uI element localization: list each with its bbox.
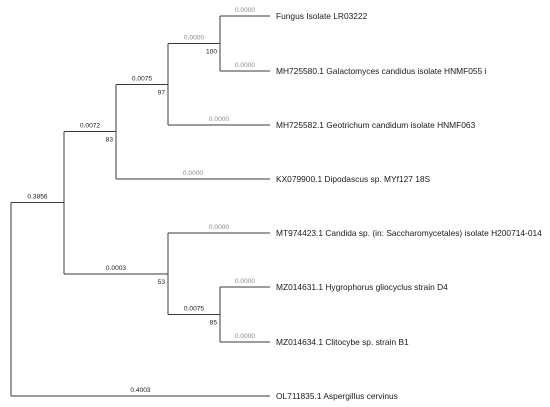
branch-length-t7: 0.0000 bbox=[235, 333, 256, 340]
bootstrap-n_t1t2: 100 bbox=[206, 49, 217, 56]
taxon-label-t2: MH725580.1 Galactomyces candidus isolate… bbox=[276, 66, 487, 76]
bootstrap-n_t1t3: 97 bbox=[158, 89, 166, 96]
branch-length-t3: 0.0000 bbox=[209, 116, 230, 123]
taxon-label-t3: MH725582.1 Geotrichum candidum isolate H… bbox=[276, 120, 476, 130]
taxon-label-t1: Fungus Isolate LR03222 bbox=[276, 11, 368, 21]
branch-length-t2: 0.0000 bbox=[235, 62, 256, 69]
taxon-label-t7: MZ014634.1 Clitocybe sp. strain B1 bbox=[276, 337, 409, 347]
branch-length-n_t1t4: 0.0072 bbox=[80, 123, 101, 130]
branch-length-n_t6t7: 0.0075 bbox=[184, 306, 205, 313]
branch-length-t4: 0.0000 bbox=[183, 170, 204, 177]
branch-length-n_t1t2: 0.0000 bbox=[184, 35, 205, 42]
branch-length-n_t1t3: 0.0075 bbox=[132, 75, 153, 82]
taxon-label-t4: KX079900.1 Dipodascus sp. MYf127 18S bbox=[276, 174, 431, 184]
branch-length-t5: 0.0000 bbox=[209, 224, 230, 231]
branch-length-t6: 0.0000 bbox=[235, 278, 256, 285]
taxon-label-t8: OL711835.1 Aspergillus cervinus bbox=[276, 391, 398, 401]
bootstrap-n_t6t7: 85 bbox=[210, 320, 218, 327]
branch-length-n_in: 0.3856 bbox=[27, 194, 48, 201]
branch-length-t8: 0.4003 bbox=[130, 387, 151, 394]
bootstrap-n_t1t4: 83 bbox=[106, 137, 114, 144]
bootstrap-n_t5t7: 53 bbox=[158, 279, 166, 286]
branch-length-n_t5t7: 0.0003 bbox=[106, 265, 127, 272]
tree-labels: Fungus Isolate LR03222 0.0000 MH725580.1 G… bbox=[27, 7, 542, 401]
tree-branches bbox=[10, 15, 270, 397]
branch-length-t1: 0.0000 bbox=[235, 7, 256, 14]
taxon-label-t5: MT974423.1 Candida sp. (in: Saccharomyce… bbox=[276, 228, 542, 238]
taxon-label-t6: MZ014631.1 Hygrophorus gliocyclus strain… bbox=[276, 282, 448, 292]
